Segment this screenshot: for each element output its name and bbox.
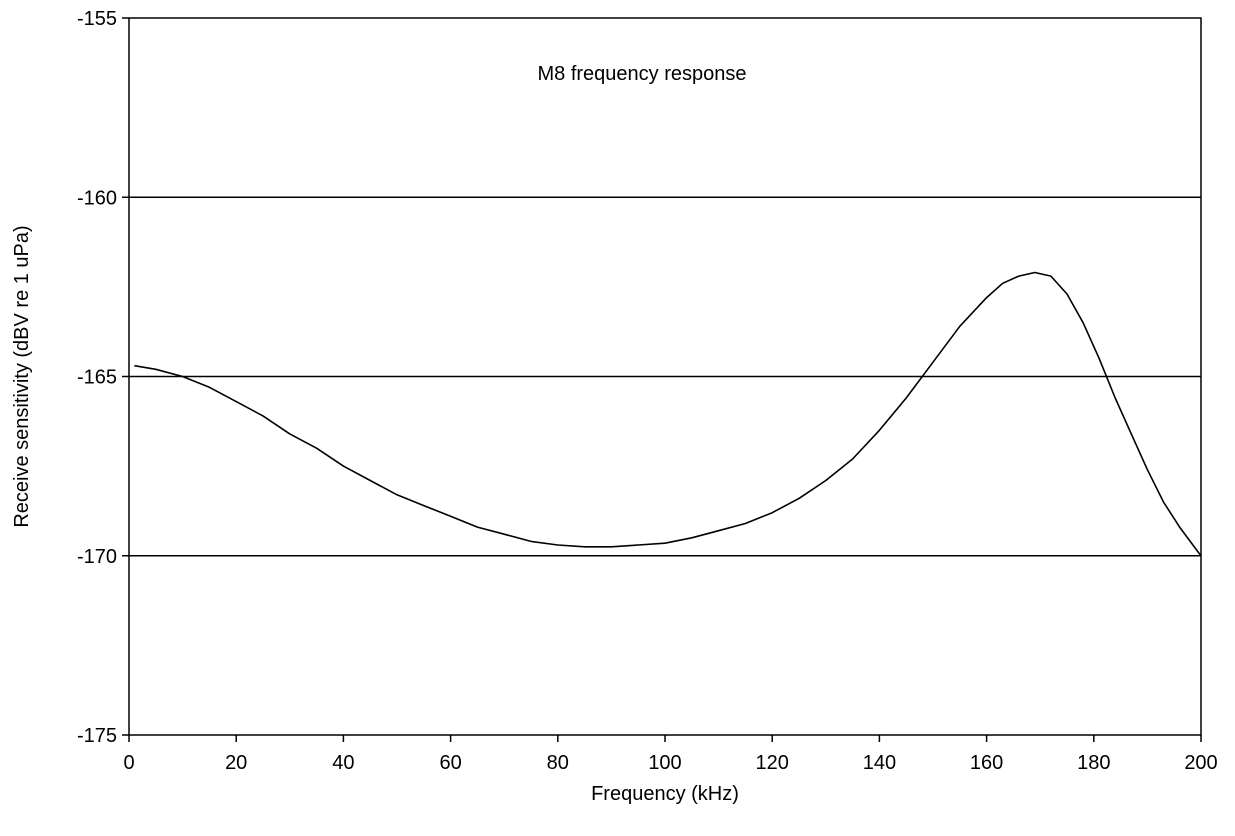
series-group — [134, 271, 1202, 557]
series-line-0 — [134, 271, 1202, 557]
x-axis-label: Frequency (kHz) — [591, 783, 739, 805]
y-axis-ticks: -175 -170 -165 -160 -155 — [77, 8, 129, 747]
x-axis-ticks: 0 20 40 60 80 100 120 140 160 180 200 — [123, 735, 1218, 774]
x-tick-label: 40 — [332, 752, 354, 774]
y-tick-label: -175 — [77, 725, 117, 747]
x-tick-label: 200 — [1184, 752, 1217, 774]
x-tick-label: 80 — [547, 752, 569, 774]
x-tick-label: 140 — [863, 752, 896, 774]
y-tick-label: -170 — [77, 546, 117, 568]
chart-title: M8 frequency response — [537, 63, 746, 85]
y-tick-label: -165 — [77, 367, 117, 389]
x-tick-label: 120 — [756, 752, 789, 774]
grid-lines — [129, 196, 1201, 557]
y-tick-label: -155 — [77, 8, 117, 30]
x-tick-label: 100 — [648, 752, 681, 774]
x-tick-label: 0 — [123, 752, 134, 774]
x-tick-label: 180 — [1077, 752, 1110, 774]
y-tick-label: -160 — [77, 187, 117, 209]
x-tick-label: 20 — [225, 752, 247, 774]
y-axis-label: Receive sensitivity (dBV re 1 uPa) — [11, 225, 33, 527]
x-tick-label: 60 — [439, 752, 461, 774]
x-tick-label: 160 — [970, 752, 1003, 774]
